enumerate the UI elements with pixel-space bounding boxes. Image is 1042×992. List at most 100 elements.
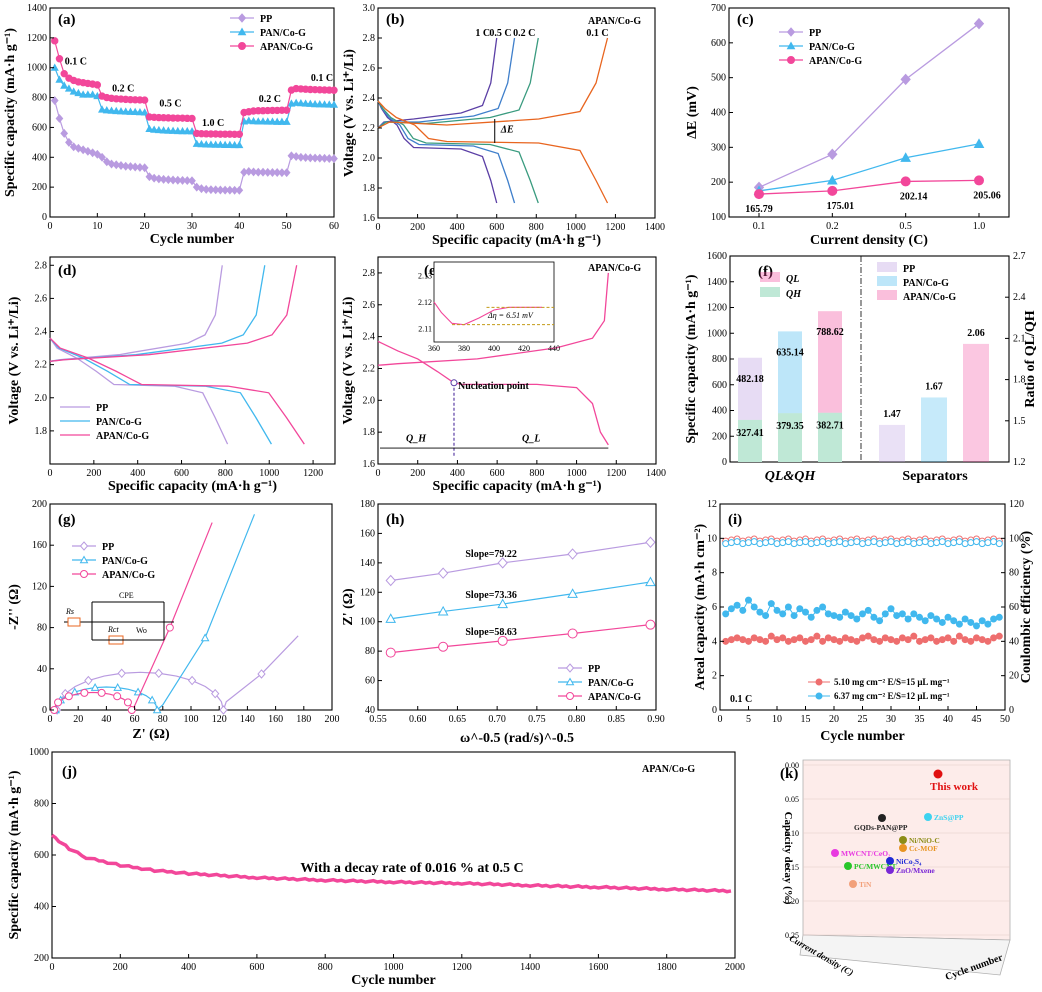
panel-c-xtick-label: 0.2 (826, 221, 839, 232)
panel-g-xtick-label: 200 (325, 714, 340, 725)
panel-j-xtick-label: 1400 (520, 962, 540, 973)
panel-h-ytick-label: 80 (365, 646, 375, 657)
panel-i-capacity-point (950, 617, 958, 625)
panel-i-ce-point (961, 540, 969, 548)
panel-i-capacity-point (938, 636, 946, 644)
panel-a-rate-label: 0.5 C (159, 99, 181, 110)
panel-i-capacity-point (870, 613, 878, 621)
panel-b-discharge-curve (377, 100, 516, 204)
panel-a-point-PAN (197, 139, 206, 148)
panel-a-xtick-label: 60 (329, 221, 339, 232)
panel-c-legend-marker (787, 56, 795, 64)
panel-g-ytick-label: 40 (37, 664, 47, 675)
panel-i-ce-point (830, 539, 838, 547)
panel-i-ytick-label: 12 (707, 499, 717, 510)
panel-a-point-PP (330, 154, 338, 164)
panel-b-label: (b) (386, 12, 404, 28)
panel-i-capacity-point (938, 618, 946, 626)
panel-g-ytick-label: 200 (32, 499, 47, 510)
panel-a-point-PP (150, 173, 158, 183)
panel-i-capacity-point (722, 610, 730, 618)
panel-i-capacity-point (893, 612, 901, 620)
panel-i-capacity-point (893, 637, 901, 645)
panel-c-ytick-label: 500 (711, 73, 726, 84)
panel-i-ce-point (824, 540, 832, 548)
panel-i-ce-point (841, 540, 849, 548)
panel-g-ytick-label: 80 (37, 623, 47, 634)
panel-a-point-PAN (254, 117, 263, 125)
panel-e-inset-ytick-label: 2.13 (418, 271, 432, 280)
panel-e-frame (377, 256, 657, 465)
panel-b-discharge-curve (377, 100, 609, 204)
panel-k-point (886, 857, 894, 865)
panel-b-ytick-label: 2.2 (363, 123, 376, 134)
panel-g-legend-label: APAN/Co-G (102, 570, 155, 581)
panel-f-ql-value: 788.62 (816, 327, 844, 338)
panel-g-ytick-label: 0 (42, 705, 47, 716)
panel-f-ql-value: 482.18 (736, 374, 764, 385)
panel-b-rate-label: 0.1 C (586, 28, 608, 39)
panel-i-capacity-point (847, 636, 855, 644)
panel-j-annotation: With a decay rate of 0.016 % at 0.5 C (300, 861, 523, 876)
panel-b-xtick-label: 200 (410, 222, 425, 233)
panel-a-ytick-label: 600 (32, 122, 47, 133)
panel-i-capacity-point (767, 600, 775, 608)
panel-a-point-PAN (150, 125, 159, 133)
panel-i-xtick-label: 30 (886, 714, 896, 725)
panel-g-label: (g) (58, 512, 76, 528)
panel-f-legend-label: APAN/Co-G (903, 292, 956, 303)
panel-a-point-PP (159, 174, 168, 184)
panel-i-xtick-label: 35 (915, 714, 925, 725)
panel-a-point-PAN (140, 108, 149, 116)
panel-a-point-PAN (216, 140, 225, 148)
panel-e-ylabel: Voltage (V vs. Li⁺/Li) (341, 296, 356, 424)
panel-e-ytick-label: 2.4 (363, 332, 376, 343)
panel-e-xtick-label: 600 (490, 468, 505, 479)
panel-i-capacity-point (984, 620, 992, 628)
panel-b-xtick-label: 1200 (605, 222, 625, 233)
panel-i-capacity-point (916, 613, 923, 621)
panel-i-capacity-point (973, 622, 980, 630)
panel-i-ce-point (750, 538, 758, 546)
panel-a-point-APAN (282, 106, 291, 114)
panel-i-capacity-point (927, 612, 935, 620)
panel-a-ytick-label: 1200 (27, 33, 47, 44)
panel-i-capacity-point (756, 636, 764, 644)
panel-f-right-ytick-label: 2.7 (1013, 251, 1026, 262)
panel-i-capacity-point (881, 610, 889, 618)
panel-f-ytick-label: 1600 (707, 251, 727, 262)
panel-i-capacity-point (841, 634, 849, 642)
panel-h-ytick-label: 60 (365, 676, 375, 687)
panel-i-ce-point (773, 540, 781, 548)
panel-g-circuit-label: CPE (119, 591, 134, 600)
panel-i-ce-point (955, 538, 963, 546)
panel-g-circuit-label: Rct (107, 625, 119, 634)
panel-i-right-ytick-label: 100 (1009, 533, 1024, 544)
panel-i-ce-point (876, 540, 884, 548)
panel-e-ytick-label: 2.6 (363, 300, 376, 311)
panel-i-right-ytick-label: 20 (1009, 671, 1019, 682)
panel-g-xtick-label: 60 (130, 714, 140, 725)
panel-i-capacity-point (739, 606, 747, 614)
panel-k-point-label: PC/MWCNT (854, 862, 897, 871)
panel-g-point (165, 623, 174, 632)
panel-a-point-PAN (277, 117, 286, 125)
panel-f-qh-value: 379.35 (776, 421, 804, 432)
panel-c-legend-label: PAN/Co-G (809, 42, 855, 53)
panel-d-legend-label: PAN/Co-G (96, 417, 142, 428)
panel-h-point (438, 641, 449, 652)
panel-b-ytick-label: 2.8 (363, 33, 376, 44)
panel-h-ytick-label: 120 (360, 587, 375, 598)
panel-i-ytick-label: 4 (712, 636, 717, 647)
panel-e-xtick-label: 800 (529, 468, 544, 479)
panel-c-xtick-label: 1.0 (973, 221, 986, 232)
panel-i-capacity-point (813, 606, 821, 614)
panel-a-point-APAN (51, 37, 59, 45)
panel-a-point-PAN (159, 126, 168, 134)
panel-i-ce-point (967, 539, 975, 547)
panel-g-circuit-label: Rs (65, 607, 74, 616)
panel-c-ytick-label: 200 (711, 177, 726, 188)
panel-a-point-PP (192, 182, 201, 192)
panel-h-ylabel: Z' (Ω) (341, 588, 356, 626)
panel-i-ce-point (898, 539, 906, 547)
